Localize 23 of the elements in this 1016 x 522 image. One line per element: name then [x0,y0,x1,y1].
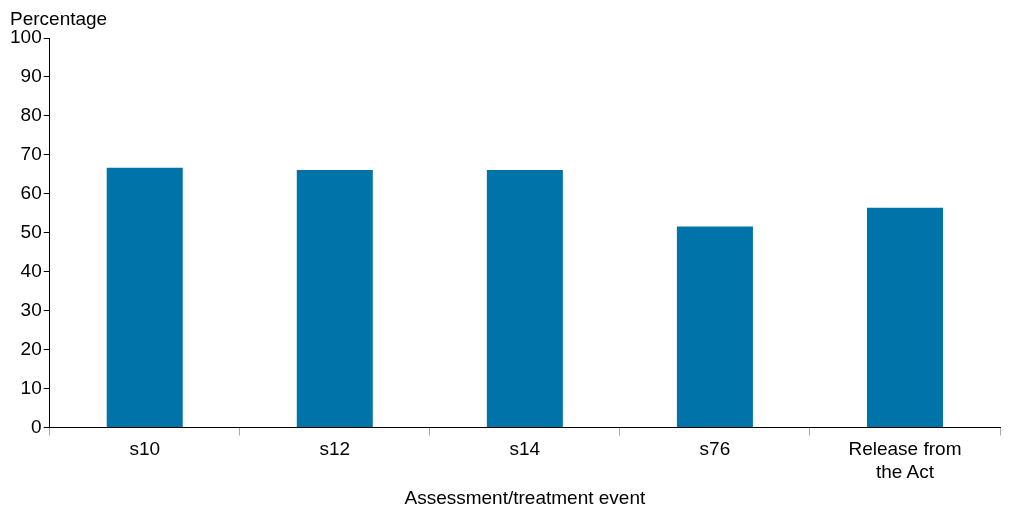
x-tick-label: Release from the Act [848,438,962,483]
y-tick-label: 0 [31,415,42,437]
x-tick-label: s76 [699,438,731,460]
x-tick-label: s10 [129,438,161,460]
y-tick-label: 50 [20,221,42,243]
y-axis-title: Percentage [10,7,108,29]
bar [486,170,563,428]
y-tick-label: 70 [20,143,42,165]
y-tick-label: 20 [20,337,42,359]
x-tick-label: s12 [319,438,351,460]
y-tick-label: 80 [20,104,42,126]
bar [296,170,373,428]
x-axis-title: Assessment/treatment event [404,486,646,508]
y-tick-label: 30 [20,298,42,320]
bar [106,167,183,428]
bar [676,226,753,428]
x-tick-label: s14 [509,438,541,460]
bar [866,207,943,428]
y-tick-label: 60 [20,182,42,204]
y-tick-label: 90 [20,65,42,87]
y-tick-label: 100 [10,26,42,48]
y-tick-label: 10 [20,376,42,398]
y-tick-label: 40 [20,259,42,281]
